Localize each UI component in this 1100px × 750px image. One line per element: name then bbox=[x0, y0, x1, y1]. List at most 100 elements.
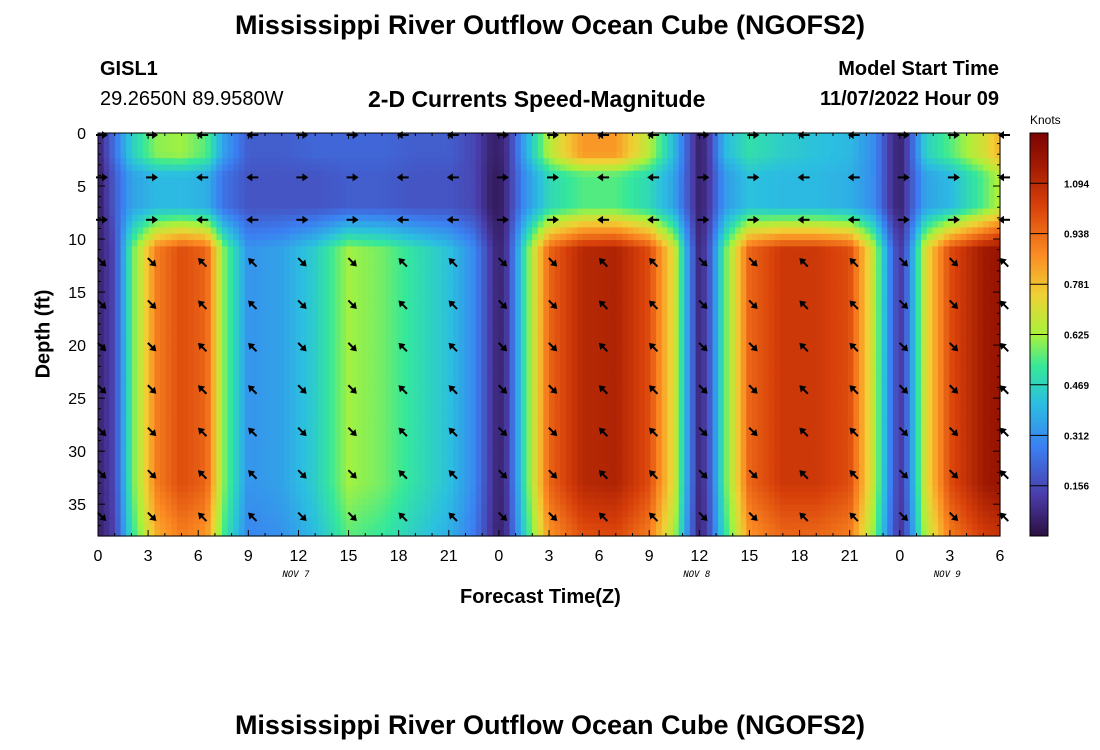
heatmap-cell bbox=[98, 277, 105, 285]
heatmap-cell bbox=[374, 491, 381, 499]
heatmap-cell bbox=[227, 460, 234, 468]
heatmap-cell bbox=[261, 296, 268, 304]
heatmap-cell bbox=[498, 202, 505, 210]
heatmap-cell bbox=[300, 151, 308, 159]
heatmap-cell bbox=[532, 246, 539, 254]
heatmap-cell bbox=[165, 441, 172, 449]
heatmap-cell bbox=[396, 454, 404, 462]
heatmap-cell bbox=[357, 397, 364, 405]
heatmap-cell bbox=[199, 523, 206, 531]
heatmap-cell bbox=[103, 151, 110, 159]
heatmap-cell bbox=[486, 139, 494, 147]
heatmap-cell bbox=[340, 378, 347, 386]
heatmap-cell bbox=[391, 447, 398, 455]
heatmap-cell bbox=[391, 391, 398, 399]
heatmap-cell bbox=[210, 422, 217, 430]
heatmap-cell bbox=[216, 227, 223, 235]
heatmap-cell bbox=[244, 428, 251, 436]
heatmap-cell bbox=[481, 454, 488, 462]
heatmap-cell bbox=[346, 284, 353, 292]
heatmap-cell bbox=[447, 284, 454, 292]
heatmap-cell bbox=[278, 422, 285, 430]
heatmap-cell bbox=[334, 460, 342, 468]
heatmap-cell bbox=[250, 183, 257, 191]
heatmap-cell bbox=[453, 258, 460, 266]
heatmap-cell bbox=[261, 164, 268, 172]
heatmap-cell bbox=[340, 466, 347, 474]
heatmap-cell bbox=[216, 410, 223, 417]
heatmap-cell bbox=[424, 529, 432, 537]
heatmap-cell bbox=[537, 145, 544, 153]
heatmap-cell bbox=[509, 277, 516, 285]
heatmap-cell bbox=[402, 485, 409, 493]
heatmap-cell bbox=[233, 202, 240, 210]
heatmap-cell bbox=[188, 208, 195, 216]
heatmap-cell bbox=[503, 139, 511, 147]
heatmap-cell bbox=[323, 473, 330, 480]
heatmap-cell bbox=[98, 246, 105, 254]
heatmap-cell bbox=[222, 277, 229, 285]
heatmap-cell bbox=[98, 523, 105, 531]
heatmap-cell bbox=[503, 510, 511, 518]
heatmap-cell bbox=[199, 233, 206, 241]
heatmap-cell bbox=[278, 145, 285, 153]
heatmap-cell bbox=[357, 258, 364, 266]
heatmap-cell bbox=[509, 221, 516, 229]
heatmap-cell bbox=[436, 466, 443, 474]
heatmap-cell bbox=[475, 359, 482, 367]
heatmap-cell bbox=[267, 240, 274, 247]
heatmap-cell bbox=[396, 334, 404, 342]
heatmap-cell bbox=[312, 491, 319, 499]
heatmap-cell bbox=[498, 397, 505, 405]
heatmap-cell bbox=[346, 384, 353, 392]
heatmap-cell bbox=[199, 177, 206, 184]
heatmap-cell bbox=[137, 321, 144, 329]
heatmap-cell bbox=[306, 454, 313, 462]
heatmap-cell bbox=[312, 435, 319, 443]
heatmap-cell bbox=[362, 145, 370, 153]
heatmap-cell bbox=[419, 529, 426, 537]
heatmap-cell bbox=[413, 158, 420, 166]
heatmap-cell bbox=[385, 328, 392, 336]
heatmap-cell bbox=[188, 510, 195, 518]
heatmap-cell bbox=[272, 435, 279, 443]
heatmap-cell bbox=[470, 498, 477, 506]
heatmap-cell bbox=[165, 227, 172, 235]
heatmap-cell bbox=[114, 164, 122, 172]
heatmap-cell bbox=[109, 441, 116, 449]
heatmap-cell bbox=[402, 403, 409, 411]
heatmap-cell bbox=[160, 277, 167, 285]
heatmap-cell bbox=[143, 485, 150, 493]
heatmap-cell bbox=[126, 460, 133, 468]
heatmap-cell bbox=[419, 296, 426, 304]
heatmap-cell bbox=[114, 359, 122, 367]
heatmap-cell bbox=[430, 435, 437, 443]
heatmap-cell bbox=[419, 479, 426, 487]
heatmap-cell bbox=[160, 491, 167, 499]
heatmap-cell bbox=[244, 460, 251, 468]
heatmap-cell bbox=[261, 309, 268, 317]
heatmap-cell bbox=[148, 151, 155, 159]
heatmap-cell bbox=[120, 246, 127, 254]
heatmap-cell bbox=[154, 265, 161, 273]
heatmap-cell bbox=[289, 460, 296, 468]
heatmap-cell bbox=[357, 151, 364, 159]
heatmap-cell bbox=[408, 384, 415, 392]
heatmap-cell bbox=[475, 347, 482, 354]
heatmap-cell bbox=[515, 359, 522, 367]
heatmap-cell bbox=[430, 303, 437, 310]
heatmap-cell bbox=[317, 485, 325, 493]
heatmap-cell bbox=[312, 290, 319, 298]
heatmap-cell bbox=[284, 133, 291, 140]
heatmap-cell bbox=[233, 416, 240, 424]
heatmap-cell bbox=[492, 208, 499, 216]
heatmap-cell bbox=[470, 365, 477, 373]
heatmap-cell bbox=[481, 410, 488, 417]
heatmap-cell bbox=[408, 290, 415, 298]
heatmap-cell bbox=[385, 365, 392, 373]
heatmap-cell bbox=[334, 479, 342, 487]
heatmap-cell bbox=[385, 321, 392, 329]
heatmap-cell bbox=[346, 454, 353, 462]
heatmap-cell bbox=[289, 139, 296, 147]
heatmap-cell bbox=[430, 359, 437, 367]
